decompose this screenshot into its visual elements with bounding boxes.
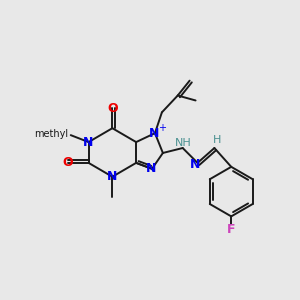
Text: O: O <box>62 156 73 170</box>
Text: O: O <box>107 102 118 115</box>
Text: NH: NH <box>175 138 192 148</box>
Text: F: F <box>227 223 236 236</box>
Text: N: N <box>107 170 118 183</box>
Text: N: N <box>146 162 156 175</box>
Text: N: N <box>82 136 93 148</box>
Text: methyl: methyl <box>34 129 68 139</box>
Text: H: H <box>213 135 222 145</box>
Text: N: N <box>149 127 159 140</box>
Text: +: + <box>158 123 166 133</box>
Text: N: N <box>189 158 200 171</box>
